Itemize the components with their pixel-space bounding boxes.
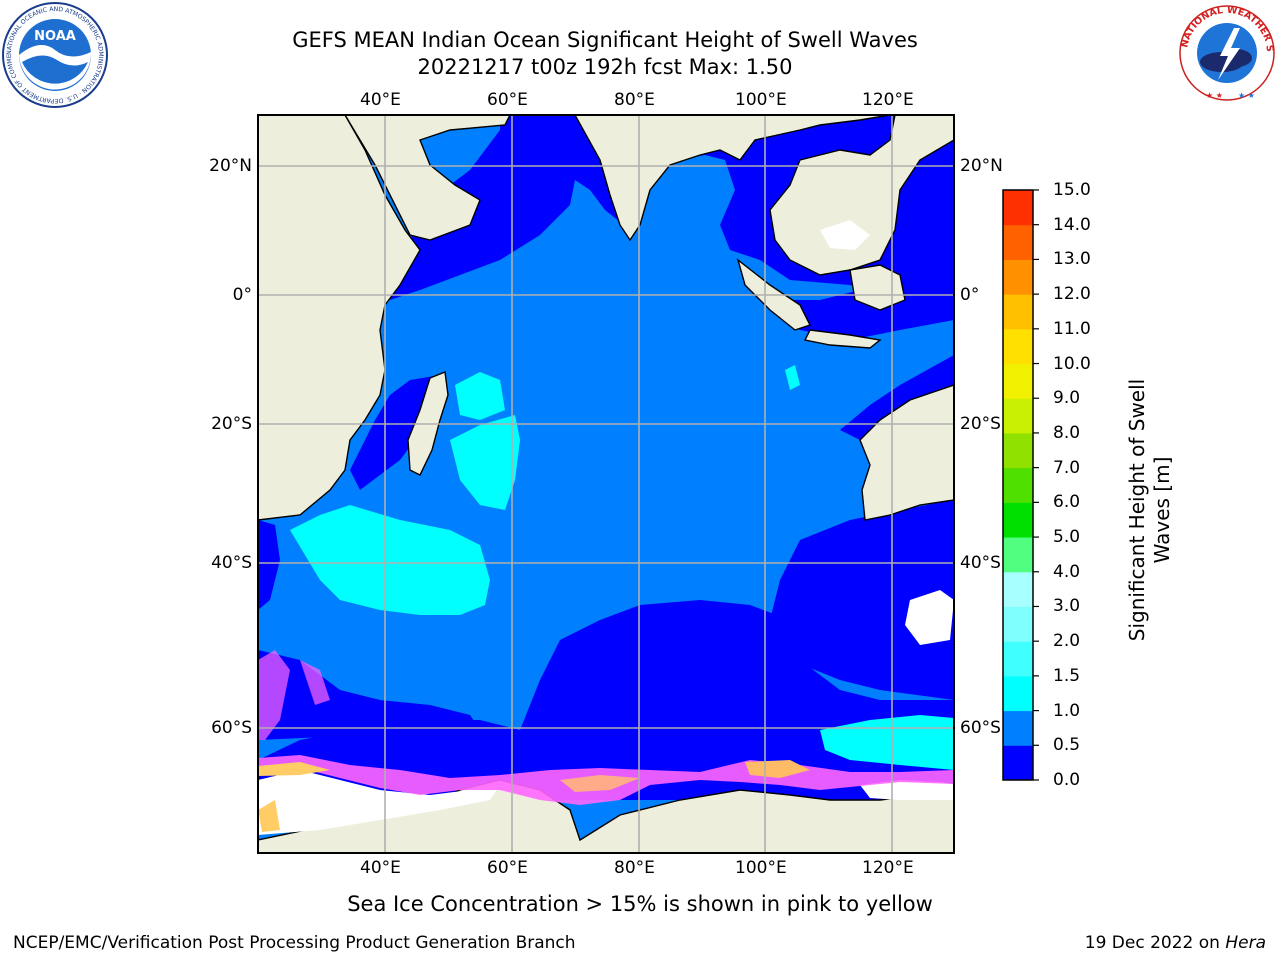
colorbar-segment (1003, 328, 1033, 365)
footer-host: Hera (1225, 933, 1266, 953)
colorbar-tick-label: 4.0 (1053, 561, 1081, 582)
colorbar-segment (1003, 224, 1033, 260)
colorbar-tick-label: 14.0 (1053, 214, 1091, 235)
colorbar-segment (1003, 398, 1033, 434)
colorbar-segment (1003, 467, 1033, 503)
lat-tick-right: 0° (960, 285, 980, 305)
lat-tick-left: 20°S (211, 414, 252, 434)
colorbar-tick-label: 3.0 (1053, 596, 1081, 617)
land-masses (258, 115, 954, 853)
colorbar-tick-label: 7.0 (1053, 457, 1081, 478)
lat-tick-left: 40°S (211, 553, 252, 573)
colorbar-tick-label: 2.0 (1053, 631, 1081, 652)
lon-tick-top: 40°E (360, 90, 401, 110)
lon-tick-bottom: 120°E (862, 858, 914, 878)
footer-branch: NCEP/EMC/Verification Post Processing Pr… (13, 933, 576, 953)
colorbar-segment (1003, 571, 1033, 607)
lat-tick-left: 20°N (209, 156, 252, 176)
lon-tick-top: 120°E (862, 90, 914, 110)
colorbar-segment (1003, 641, 1033, 677)
colorbar-segment (1003, 710, 1033, 746)
lat-tick-right: 60°S (960, 718, 1001, 738)
noaa-logo-text: NOAA (34, 29, 76, 44)
colorbar-segment (1003, 745, 1033, 781)
graticule (258, 115, 954, 853)
sea-ice-band (258, 650, 954, 832)
lat-tick-right: 40°S (960, 553, 1001, 573)
lat-tick-left: 60°S (211, 718, 252, 738)
colorbar-tick-label: 13.0 (1053, 249, 1091, 270)
colorbar (1002, 189, 1039, 781)
lon-tick-bottom: 60°E (487, 858, 528, 878)
lon-tick-top: 80°E (614, 90, 655, 110)
lat-tick-left: 0° (232, 285, 252, 305)
lon-tick-bottom: 40°E (360, 858, 401, 878)
chart-title: GEFS MEAN Indian Ocean Significant Heigh… (292, 28, 918, 52)
colorbar-segment (1003, 259, 1033, 295)
colorbar-segment (1003, 537, 1033, 573)
colorbar-tick-label: 0.0 (1053, 770, 1081, 790)
colorbar-segment (1003, 606, 1033, 642)
footer-date: 19 Dec 2022 on Hera (1085, 933, 1266, 953)
colorbar-tick-label: 1.0 (1053, 700, 1081, 721)
ice-mask (258, 220, 954, 835)
lat-tick-right: 20°N (960, 156, 1003, 176)
colorbar-segment (1003, 502, 1033, 538)
sea-ice-note: Sea Ice Concentration > 15% is shown in … (347, 892, 933, 916)
map-frame (257, 114, 955, 854)
footer-date-text: 19 Dec 2022 on (1084, 933, 1226, 953)
lon-tick-bottom: 80°E (614, 858, 655, 878)
colorbar-tick-label: 12.0 (1053, 284, 1091, 305)
swell-band-1.0-1.5 (290, 365, 954, 770)
noaa-logo: NATIONAL OCEANIC AND ATMOSPHERIC ADMINIS… (0, 0, 108, 108)
lon-tick-top: 100°E (735, 90, 787, 110)
colorbar-tick-label: 10.0 (1053, 353, 1091, 374)
colorbar-tick-label: 11.0 (1053, 318, 1091, 339)
chart-subtitle: 20221217 t00z 192h fcst Max: 1.50 (417, 55, 793, 79)
lon-tick-bottom: 100°E (735, 858, 787, 878)
colorbar-tick-label: 15.0 (1053, 180, 1091, 200)
colorbar-tick-label: 9.0 (1053, 388, 1081, 409)
colorbar-segment (1003, 294, 1033, 330)
colorbar-segment (1003, 432, 1033, 469)
nws-logo: NATIONAL WEATHER SERVICE ★ ★ ★ ★ (1176, 4, 1275, 101)
colorbar-label: Significant Height of Swell Waves [m] (1125, 378, 1174, 642)
colorbar-tick-label: 1.5 (1053, 665, 1081, 686)
colorbar-segment (1003, 363, 1033, 399)
lon-tick-top: 60°E (487, 90, 528, 110)
lat-tick-right: 20°S (960, 414, 1001, 434)
svg-text:★ ★: ★ ★ (1206, 91, 1223, 100)
colorbar-segment (1003, 675, 1033, 712)
colorbar-tick-label: 0.5 (1053, 735, 1081, 756)
colorbar-tick-label: 5.0 (1053, 527, 1081, 548)
colorbar-segment (1003, 190, 1033, 226)
colorbar-frame (1002, 189, 1034, 781)
colorbar-tick-label: 6.0 (1053, 492, 1081, 513)
svg-text:★ ★: ★ ★ (1238, 91, 1255, 100)
colorbar-tick-label: 8.0 (1053, 422, 1081, 443)
